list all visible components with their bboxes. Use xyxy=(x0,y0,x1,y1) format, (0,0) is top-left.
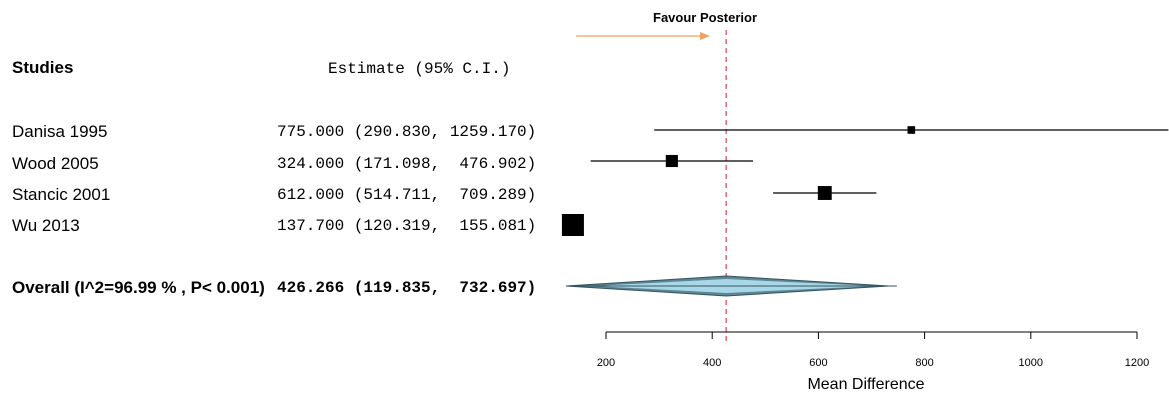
study-name-wood-2005: Wood 2005 xyxy=(12,154,99,173)
x-tick-label-1000: 1000 xyxy=(1019,357,1043,369)
study-estimate-wood-2005: 324.000 (171.098, 476.902) xyxy=(277,155,537,173)
point-estimate-2 xyxy=(817,186,832,200)
estimate-column-header: Estimate (95% C.I.) xyxy=(328,60,511,78)
point-estimate-0 xyxy=(907,126,916,134)
studies-column-header: Studies xyxy=(12,58,74,77)
point-estimate-3 xyxy=(561,214,584,236)
x-tick-label-1200: 1200 xyxy=(1125,357,1149,369)
x-axis-label: Mean Difference xyxy=(807,376,924,393)
x-tick-label-400: 400 xyxy=(703,357,721,369)
study-name-danisa-1995: Danisa 1995 xyxy=(12,122,108,141)
favour-arrow-head xyxy=(700,32,710,40)
study-estimate-stancic-2001: 612.000 (514.711, 709.289) xyxy=(277,186,537,204)
study-estimate-wu-2013: 137.700 (120.319, 155.081) xyxy=(277,217,537,235)
overall-estimate: 426.266 (119.835, 732.697) xyxy=(277,279,537,297)
x-tick-label-600: 600 xyxy=(809,357,827,369)
study-estimate-danisa-1995: 775.000 (290.830, 1259.170) xyxy=(277,123,537,141)
point-estimate-1 xyxy=(665,154,678,168)
x-tick-label-200: 200 xyxy=(597,357,615,369)
x-tick-label-800: 800 xyxy=(915,357,933,369)
study-name-wu-2013: Wu 2013 xyxy=(12,216,80,235)
overall-label: Overall (I^2=96.99 % , P< 0.001) xyxy=(12,278,265,297)
study-name-stancic-2001: Stancic 2001 xyxy=(12,185,111,204)
favour-posterior-label: Favour Posterior xyxy=(653,10,758,25)
